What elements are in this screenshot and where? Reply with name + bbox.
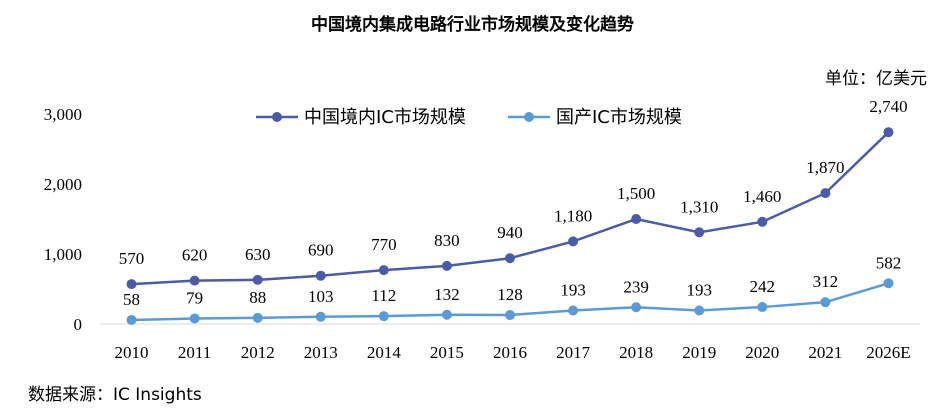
data-point-1: [757, 302, 768, 313]
data-point-0: [441, 260, 452, 271]
data-point-1: [568, 305, 579, 316]
data-point-1: [378, 311, 389, 322]
data-point-0: [694, 227, 705, 238]
legend-label-1: 国产IC市场规模: [556, 107, 682, 128]
legend-marker: [272, 112, 282, 122]
data-label-0: 630: [245, 245, 271, 264]
data-label-0: 570: [119, 249, 145, 268]
data-label-1: 112: [371, 286, 396, 305]
data-label-1: 193: [686, 280, 712, 299]
x-tick-label: 2016: [493, 343, 527, 362]
data-point-1: [694, 305, 705, 316]
data-point-1: [820, 297, 831, 308]
legend: 中国境内IC市场规模 国产IC市场规模: [256, 107, 682, 128]
data-point-0: [378, 265, 389, 276]
data-point-0: [315, 270, 326, 281]
data-label-0: 620: [182, 246, 208, 265]
data-label-1: 242: [750, 277, 776, 296]
data-point-0: [189, 275, 200, 286]
data-label-0: 2,740: [869, 97, 907, 116]
data-point-1: [505, 310, 515, 321]
data-point-1: [189, 313, 200, 324]
data-label-1: 132: [434, 285, 460, 304]
data-label-1: 79: [186, 288, 203, 307]
data-point-1: [126, 314, 137, 325]
x-tick-label: 2014: [367, 343, 402, 362]
source-note: 数据来源：IC Insights: [28, 385, 202, 405]
x-tick-label: 2020: [745, 343, 779, 362]
x-tick-label: 2011: [178, 343, 211, 362]
legend-label-0: 中国境内IC市场规模: [304, 107, 466, 128]
x-tick-label: 2010: [115, 343, 149, 362]
data-label-1: 193: [560, 280, 586, 299]
data-label-0: 1,180: [554, 206, 592, 225]
x-tick-label: 2021: [808, 343, 842, 362]
x-tick-label: 2012: [241, 343, 275, 362]
data-label-1: 582: [876, 253, 902, 272]
data-point-1: [441, 309, 452, 320]
y-tick-label: 0: [74, 315, 83, 334]
y-tick-label: 3,000: [44, 105, 82, 124]
data-label-1: 239: [623, 277, 649, 296]
unit-label: 单位：亿美元: [825, 69, 927, 89]
data-point-1: [631, 302, 642, 313]
data-label-1: 312: [813, 272, 839, 291]
data-label-1: 128: [497, 285, 523, 304]
data-label-1: 58: [123, 290, 140, 309]
data-point-1: [883, 278, 894, 289]
x-tick-label: 2013: [304, 343, 338, 362]
series-group: 570 620 630 690 770 830 940 1,180 1,500 1,310 1,46…: [119, 97, 908, 325]
data-label-0: 1,460: [743, 187, 781, 206]
data-point-0: [568, 236, 579, 247]
data-label-1: 103: [308, 287, 334, 306]
data-point-0: [820, 188, 831, 199]
data-point-0: [252, 274, 263, 285]
x-tick-label: 2019: [682, 343, 716, 362]
x-tick-label: 2026E: [866, 343, 910, 362]
data-point-1: [315, 311, 326, 322]
x-tick-label: 2017: [556, 343, 591, 362]
x-axis: 2010 2011 2012 2013 2014 2015 2016 2017 2018 2019…: [115, 343, 911, 362]
data-label-1: 88: [249, 288, 266, 307]
legend-marker: [524, 112, 534, 122]
data-label-0: 940: [497, 223, 523, 242]
data-point-0: [631, 214, 642, 224]
y-tick-label: 1,000: [44, 245, 82, 264]
x-tick-label: 2015: [430, 343, 464, 362]
data-label-0: 1,500: [617, 184, 655, 203]
data-label-0: 1,870: [806, 158, 844, 177]
data-point-0: [883, 127, 894, 138]
y-tick-label: 2,000: [44, 175, 82, 194]
data-point-0: [505, 253, 515, 264]
data-point-1: [252, 312, 263, 323]
chart-title: 中国境内集成电路行业市场规模及变化趋势: [311, 15, 634, 35]
data-label-0: 770: [371, 235, 397, 254]
data-point-0: [757, 216, 768, 227]
data-label-0: 830: [434, 231, 460, 250]
data-label-0: 1,310: [680, 197, 718, 216]
data-label-0: 690: [308, 241, 334, 260]
y-axis: 0 1,000 2,000 3,000: [44, 105, 82, 334]
x-tick-label: 2018: [619, 343, 653, 362]
data-point-0: [126, 279, 137, 290]
